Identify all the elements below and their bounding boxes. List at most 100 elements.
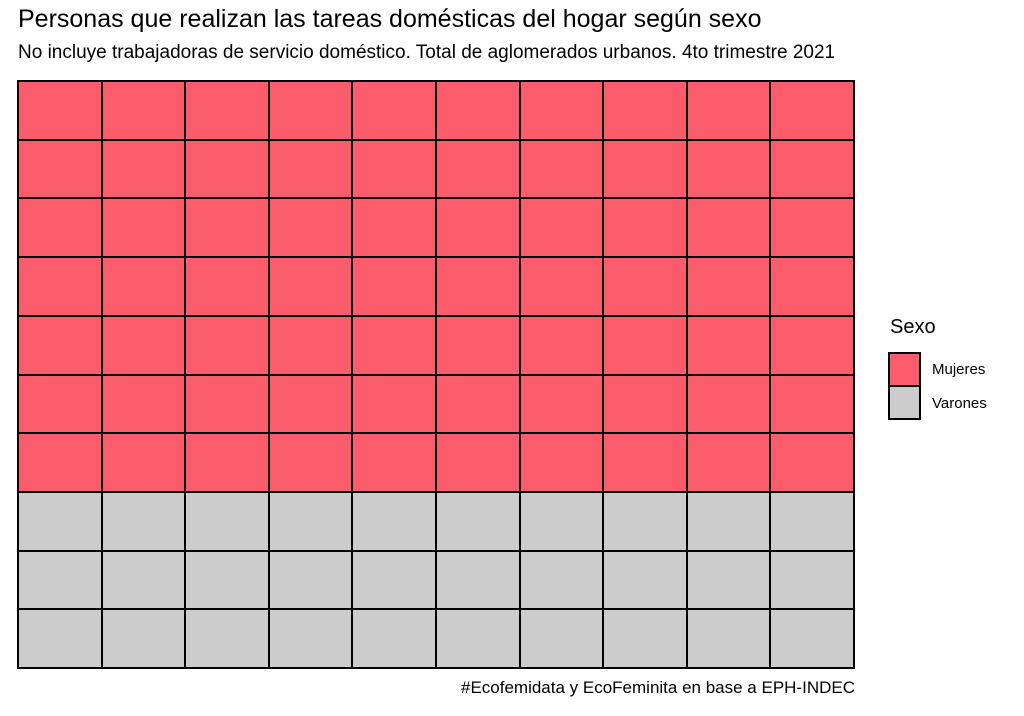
- legend-title: Sexo: [890, 316, 936, 338]
- waffle-cell-varones: [686, 491, 771, 551]
- waffle-cell-varones: [435, 491, 520, 551]
- waffle-cell-mujeres: [352, 81, 436, 140]
- waffle-cell-varones: [603, 609, 687, 668]
- legend-item-mujeres: Mujeres: [888, 352, 987, 387]
- waffle-cell-varones: [686, 550, 771, 610]
- waffle-cell-mujeres: [268, 198, 353, 258]
- waffle-cell-mujeres: [185, 315, 269, 375]
- waffle-cell-mujeres: [519, 433, 604, 492]
- waffle-cell-mujeres: [185, 374, 269, 434]
- waffle-cell-mujeres: [18, 315, 102, 375]
- waffle-cell-mujeres: [18, 139, 102, 199]
- mujeres-swatch-icon: [888, 352, 921, 387]
- waffle-cell-varones: [435, 550, 520, 610]
- waffle-cell-mujeres: [435, 198, 520, 258]
- waffle-cell-mujeres: [185, 139, 269, 199]
- waffle-cell-mujeres: [770, 374, 854, 434]
- waffle-cell-mujeres: [101, 81, 186, 140]
- waffle-cell-mujeres: [268, 374, 353, 434]
- waffle-cell-mujeres: [101, 374, 186, 434]
- waffle-cell-mujeres: [435, 81, 520, 140]
- waffle-cell-mujeres: [352, 374, 436, 434]
- waffle-cell-mujeres: [268, 139, 353, 199]
- waffle-cell-mujeres: [686, 433, 771, 492]
- waffle-cell-varones: [519, 609, 604, 668]
- waffle-cell-mujeres: [603, 139, 687, 199]
- waffle-cell-mujeres: [101, 315, 186, 375]
- waffle-cell-mujeres: [435, 374, 520, 434]
- waffle-cell-varones: [770, 491, 854, 551]
- legend: Sexo Mujeres Varones: [888, 316, 987, 420]
- waffle-cell-varones: [185, 491, 269, 551]
- waffle-cell-mujeres: [185, 433, 269, 492]
- waffle-cell-mujeres: [519, 374, 604, 434]
- waffle-cell-mujeres: [101, 139, 186, 199]
- waffle-cell-mujeres: [519, 139, 604, 199]
- waffle-grid: [17, 80, 855, 669]
- waffle-cell-mujeres: [603, 198, 687, 258]
- waffle-cell-varones: [101, 491, 186, 551]
- waffle-cell-mujeres: [519, 198, 604, 258]
- chart-caption: #Ecofemidata y EcoFeminita en base a EPH…: [460, 678, 855, 697]
- waffle-cell-varones: [686, 609, 771, 668]
- waffle-cell-mujeres: [686, 374, 771, 434]
- waffle-cell-varones: [101, 550, 186, 610]
- waffle-cell-varones: [185, 550, 269, 610]
- waffle-cell-mujeres: [435, 257, 520, 316]
- waffle-cell-varones: [352, 491, 436, 551]
- waffle-cell-mujeres: [352, 139, 436, 199]
- waffle-cell-mujeres: [686, 257, 771, 316]
- waffle-cell-mujeres: [268, 433, 353, 492]
- waffle-cell-mujeres: [686, 139, 771, 199]
- waffle-cell-mujeres: [352, 433, 436, 492]
- waffle-cell-mujeres: [101, 198, 186, 258]
- waffle-cell-mujeres: [352, 315, 436, 375]
- waffle-cell-mujeres: [18, 374, 102, 434]
- waffle-cell-mujeres: [185, 257, 269, 316]
- legend-label-mujeres: Mujeres: [932, 361, 986, 378]
- waffle-cell-mujeres: [101, 433, 186, 492]
- waffle-cell-mujeres: [519, 257, 604, 316]
- legend-item-varones: Varones: [888, 385, 987, 420]
- waffle-cell-mujeres: [770, 198, 854, 258]
- waffle-cell-mujeres: [603, 433, 687, 492]
- waffle-cell-varones: [185, 609, 269, 668]
- waffle-cell-mujeres: [101, 257, 186, 316]
- waffle-cell-varones: [18, 491, 102, 551]
- waffle-cell-varones: [435, 609, 520, 668]
- waffle-cell-varones: [18, 550, 102, 610]
- waffle-cell-mujeres: [770, 315, 854, 375]
- waffle-cell-varones: [18, 609, 102, 668]
- waffle-cell-varones: [101, 609, 186, 668]
- waffle-cell-mujeres: [603, 257, 687, 316]
- waffle-cell-varones: [352, 609, 436, 668]
- waffle-cell-mujeres: [603, 315, 687, 375]
- waffle-cell-mujeres: [352, 257, 436, 316]
- waffle-cell-mujeres: [519, 81, 604, 140]
- waffle-cell-varones: [352, 550, 436, 610]
- waffle-cell-mujeres: [686, 315, 771, 375]
- waffle-cell-mujeres: [519, 315, 604, 375]
- waffle-cell-mujeres: [770, 139, 854, 199]
- waffle-cell-mujeres: [435, 433, 520, 492]
- waffle-cell-mujeres: [268, 315, 353, 375]
- waffle-cell-mujeres: [686, 81, 771, 140]
- waffle-cell-mujeres: [770, 257, 854, 316]
- waffle-cell-varones: [770, 609, 854, 668]
- waffle-cell-mujeres: [185, 198, 269, 258]
- waffle-cell-varones: [268, 550, 353, 610]
- waffle-cell-mujeres: [770, 433, 854, 492]
- waffle-cell-mujeres: [18, 257, 102, 316]
- waffle-cell-mujeres: [18, 433, 102, 492]
- waffle-cell-mujeres: [352, 198, 436, 258]
- waffle-cell-varones: [268, 609, 353, 668]
- waffle-cell-mujeres: [435, 139, 520, 199]
- waffle-cell-mujeres: [770, 81, 854, 140]
- chart-title: Personas que realizan las tareas domésti…: [18, 5, 762, 33]
- waffle-cell-varones: [519, 550, 604, 610]
- waffle-cell-mujeres: [603, 81, 687, 140]
- waffle-cell-mujeres: [185, 81, 269, 140]
- waffle-cell-mujeres: [435, 315, 520, 375]
- waffle-cell-varones: [268, 491, 353, 551]
